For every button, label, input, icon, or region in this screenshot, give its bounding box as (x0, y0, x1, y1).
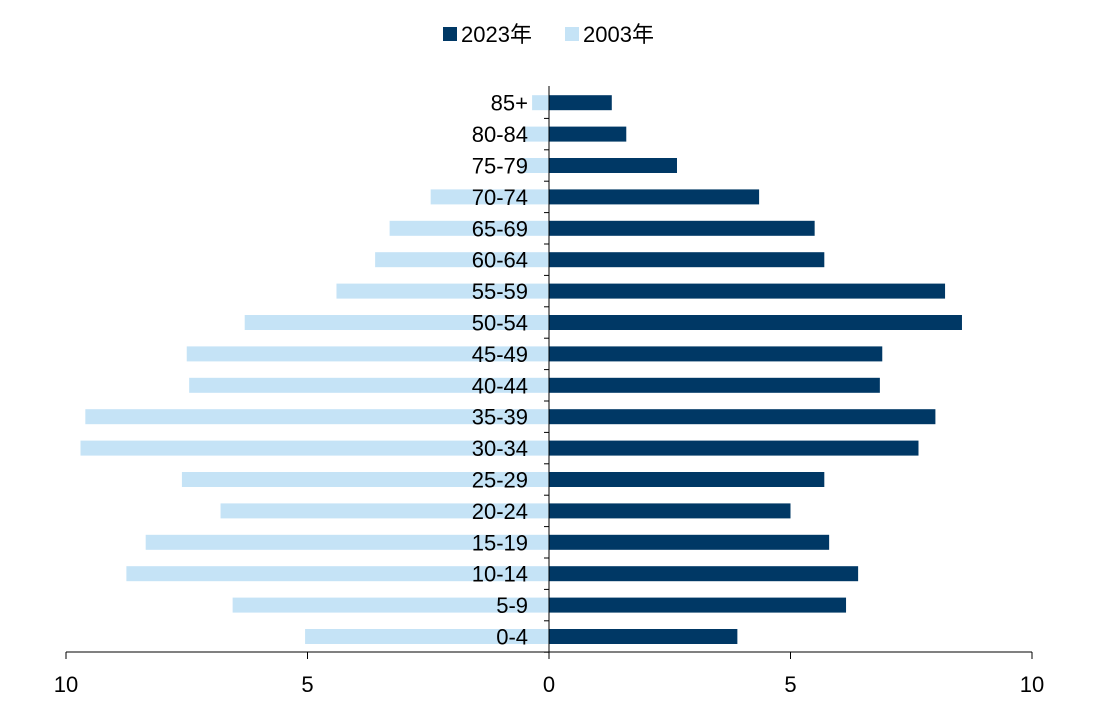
x-tick-label: 5 (301, 672, 313, 697)
category-label: 85+ (491, 91, 528, 116)
category-label: 25-29 (472, 468, 528, 493)
x-tick-label: 10 (1020, 672, 1044, 697)
legend-swatch-2003 (565, 27, 579, 41)
bar-2023-0-4 (549, 629, 738, 644)
bar-2023-35-39 (549, 409, 936, 425)
bar-2023-70-74 (549, 189, 760, 205)
legend: 2023年 2003年 (443, 22, 654, 47)
series-2003-bars (80, 95, 550, 644)
x-tick-label: 10 (54, 672, 78, 697)
bar-2023-25-29 (549, 472, 825, 487)
category-label: 20-24 (472, 499, 528, 524)
legend-swatch-2023 (443, 27, 457, 41)
bar-2023-55-59 (549, 283, 946, 299)
bar-2003-55-59 (336, 283, 549, 299)
bar-2023-20-24 (549, 503, 791, 519)
series-2023-bars (549, 95, 962, 644)
bar-2003-40-44 (189, 377, 550, 393)
bar-2003-20-24 (220, 503, 549, 519)
bar-2023-15-19 (549, 534, 830, 550)
bar-2003-25-29 (181, 472, 550, 487)
bar-2023-45-49 (549, 346, 883, 362)
bar-2003-0-4 (305, 629, 549, 644)
category-label: 0-4 (496, 625, 528, 650)
bar-2023-65-69 (549, 220, 815, 236)
x-axis-ticks: 10 5 0 5 10 (54, 652, 1044, 697)
bar-2003-85+ (532, 95, 549, 111)
category-label: 75-79 (472, 154, 528, 179)
bar-2023-75-79 (549, 158, 677, 173)
category-label: 55-59 (472, 279, 528, 304)
category-label: 40-44 (472, 373, 528, 398)
legend-label-2023: 2023年 (461, 22, 532, 47)
bar-2023-50-54 (549, 315, 962, 330)
category-label: 5-9 (496, 593, 528, 618)
category-label: 10-14 (472, 562, 528, 587)
category-label: 35-39 (472, 405, 528, 430)
bar-2003-5-9 (232, 597, 549, 613)
bar-2003-80-84 (524, 126, 549, 142)
bar-2023-30-34 (549, 440, 919, 456)
category-label: 50-54 (472, 311, 528, 336)
bar-2003-70-74 (430, 189, 549, 205)
bar-2003-30-34 (80, 440, 550, 456)
category-label: 30-34 (472, 436, 528, 461)
x-tick-label: 5 (784, 672, 796, 697)
category-label: 80-84 (472, 122, 528, 147)
category-labels: 0-4 5-9 10-14 15-19 20-24 25-29 30-34 35-39 40-4… (472, 91, 528, 650)
bar-2003-10-14 (126, 566, 549, 582)
bar-2023-60-64 (549, 252, 825, 268)
bar-2003-65-69 (389, 220, 549, 236)
bar-2023-85+ (549, 95, 612, 111)
bar-2023-5-9 (549, 597, 847, 613)
category-label: 65-69 (472, 216, 528, 241)
bar-2023-40-44 (549, 377, 880, 393)
bar-2003-45-49 (186, 346, 549, 362)
bar-2023-80-84 (549, 126, 627, 142)
bar-2003-75-79 (520, 158, 549, 173)
category-label: 60-64 (472, 248, 528, 273)
category-label: 70-74 (472, 185, 528, 210)
bar-2003-35-39 (85, 409, 549, 425)
legend-label-2003: 2003年 (583, 22, 654, 47)
bar-2003-15-19 (145, 534, 549, 550)
category-label: 45-49 (472, 342, 528, 367)
bar-2003-50-54 (244, 315, 549, 330)
x-tick-label: 0 (543, 672, 555, 697)
bar-2003-60-64 (375, 252, 549, 268)
bar-2023-10-14 (549, 566, 859, 582)
category-label: 15-19 (472, 530, 528, 555)
